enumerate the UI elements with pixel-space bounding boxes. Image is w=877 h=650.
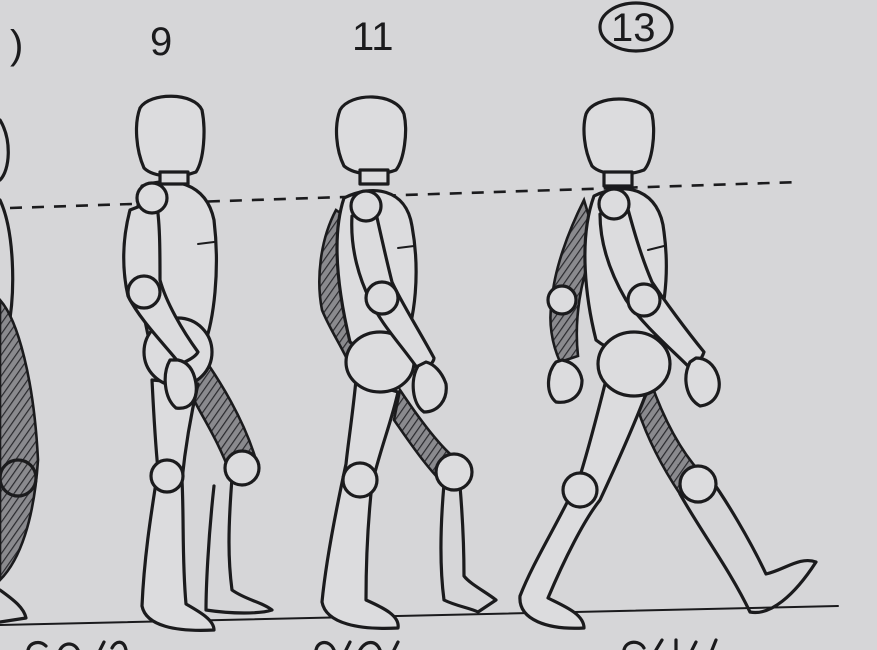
figure-frame-13 (518, 97, 818, 630)
partial-frame-number: ) (10, 23, 23, 67)
figure-partial-left (0, 118, 40, 624)
frame-number-9: 9 (150, 20, 172, 64)
figure-frame-11 (318, 95, 498, 630)
frame-number-circle (598, 1, 674, 53)
frame-number-13: 13 (611, 6, 656, 50)
cut-off-captions (26, 638, 718, 650)
frame-number-11: 11 (352, 15, 394, 59)
figure-frame-9 (122, 94, 274, 632)
ground-line (0, 605, 839, 626)
